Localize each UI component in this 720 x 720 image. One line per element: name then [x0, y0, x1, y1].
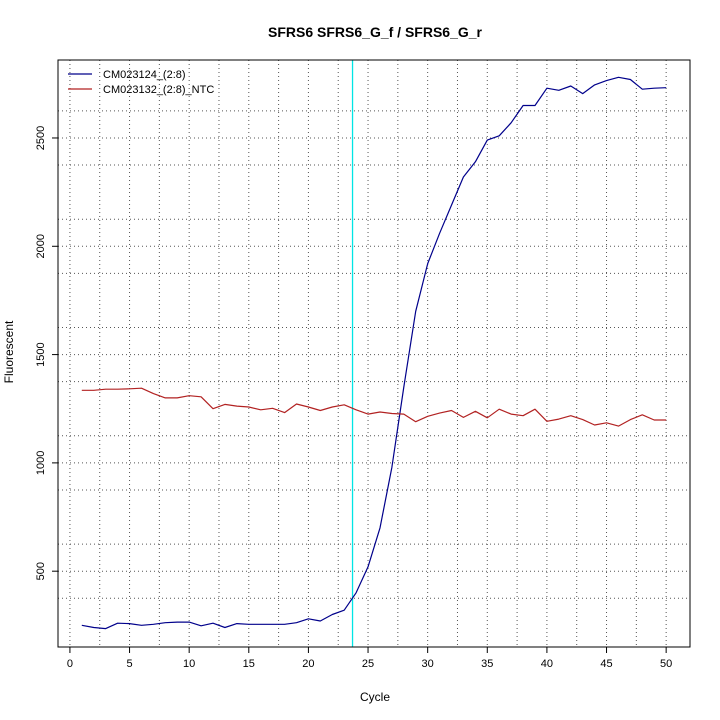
x-tick-label: 0	[67, 658, 73, 670]
x-tick-label: 25	[362, 658, 374, 670]
chart-title: SFRS6 SFRS6_G_f / SFRS6_G_r	[268, 24, 483, 40]
x-tick-label: 35	[481, 658, 493, 670]
y-tick-label: 500	[35, 562, 47, 580]
y-axis: 500 1000 1500 2000 2500	[35, 126, 58, 580]
legend-label-2: CM023132_(2:8)_NTC	[103, 84, 214, 96]
x-tick-label: 40	[541, 658, 553, 670]
x-tick-label: 5	[126, 658, 132, 670]
y-tick-label: 2500	[35, 126, 47, 150]
y-tick-label: 1500	[35, 342, 47, 366]
x-axis: 0 5 10 15 20 25 30 35 40 45 50	[67, 647, 672, 670]
legend-label-1: CM023124_(2:8)	[103, 69, 186, 81]
y-tick-label: 2000	[35, 234, 47, 258]
x-tick-label: 30	[422, 658, 434, 670]
x-tick-label: 20	[302, 658, 314, 670]
series-lines	[81, 76, 667, 630]
x-tick-label: 15	[243, 658, 255, 670]
series-line-1	[81, 76, 667, 630]
x-tick-label: 10	[183, 658, 195, 670]
x-axis-label: Cycle	[360, 690, 390, 704]
y-axis-label: Fluorescent	[2, 320, 16, 383]
y-tick-label: 1000	[35, 451, 47, 475]
x-tick-label: 50	[660, 658, 672, 670]
x-tick-label: 45	[600, 658, 612, 670]
plot-frame	[57, 59, 691, 648]
series-line-2	[81, 387, 667, 427]
legend: CM023124_(2:8) CM023132_(2:8)_NTC	[68, 69, 214, 96]
grid-lines	[58, 60, 690, 647]
